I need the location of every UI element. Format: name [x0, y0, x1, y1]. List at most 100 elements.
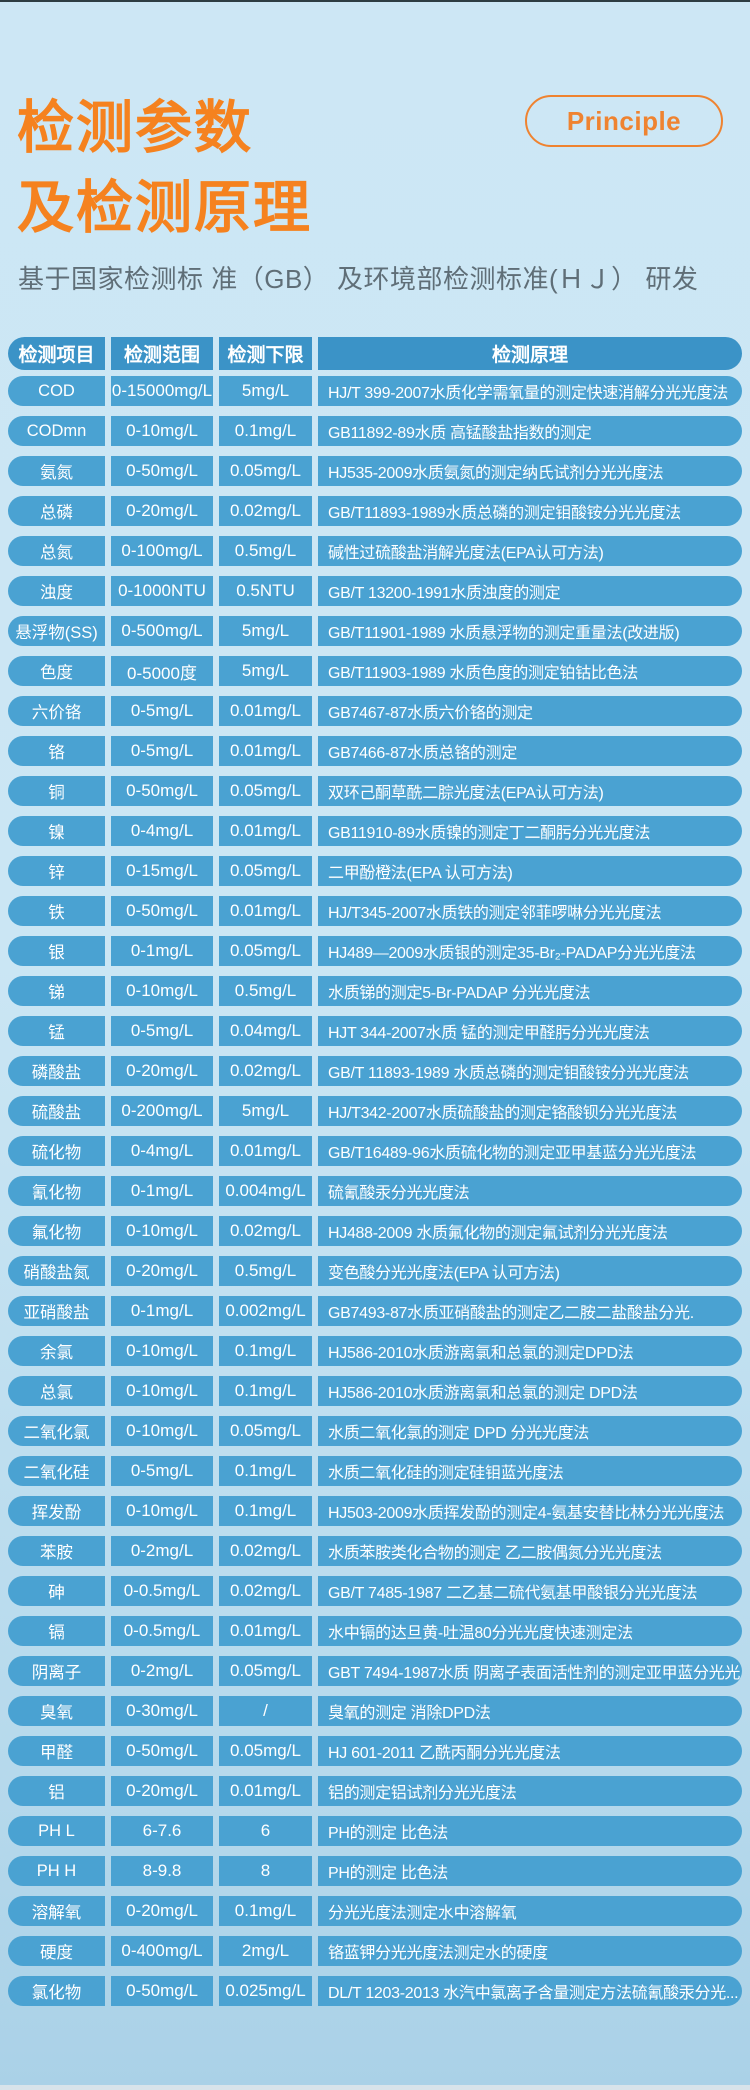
table-row: 锑 0-10mg/L 0.5mg/L 水质锑的测定5-Br-PADAP 分光光度… [8, 976, 742, 1006]
table-row: 氨氮 0-50mg/L 0.05mg/L HJ535-2009水质氨氮的测定纳氏… [8, 456, 742, 486]
table-row: 悬浮物(SS) 0-500mg/L 5mg/L GB/T11901-1989 水… [8, 616, 742, 646]
cell-item: 锌 [8, 856, 105, 886]
cell-item: 硝酸盐氮 [8, 1256, 105, 1286]
cell-range: 0-50mg/L [111, 456, 213, 486]
cell-limit: 8 [219, 1856, 312, 1886]
page-title-line1: 检测参数 [17, 96, 253, 160]
cell-limit: 5mg/L [219, 376, 312, 406]
cell-limit: 0.01mg/L [219, 896, 312, 926]
cell-item: 浊度 [8, 576, 105, 606]
cell-range: 0-5mg/L [111, 696, 213, 726]
cell-principle: HJ489—2009水质银的测定35-Br₂-PADAP分光光度法 [318, 936, 742, 966]
table-row: PH L 6-7.6 6 PH的测定 比色法 [8, 1816, 742, 1846]
cell-principle: HJT 344-2007水质 锰的测定甲醛肟分光光度法 [318, 1016, 742, 1046]
cell-principle: GB/T11903-1989 水质色度的测定铂钴比色法 [318, 656, 742, 686]
page-title: 检测参数 及检测原理 [0, 0, 750, 248]
cell-range: 0-50mg/L [111, 896, 213, 926]
cell-limit: 0.01mg/L [219, 696, 312, 726]
cell-range: 0-1mg/L [111, 936, 213, 966]
cell-principle: 硫氰酸汞分光光度法 [318, 1176, 742, 1206]
table-row: 硬度 0-400mg/L 2mg/L 铬蓝钾分光光度法测定水的硬度 [8, 1936, 742, 1966]
cell-item: 余氯 [8, 1336, 105, 1366]
cell-item: 苯胺 [8, 1536, 105, 1566]
table-row: 亚硝酸盐 0-1mg/L 0.002mg/L GB7493-87水质亚硝酸盐的测… [8, 1296, 742, 1326]
cell-limit: 0.05mg/L [219, 1416, 312, 1446]
cell-item: 铁 [8, 896, 105, 926]
cell-range: 0-4mg/L [111, 816, 213, 846]
cell-range: 0-10mg/L [111, 976, 213, 1006]
cell-range: 0-10mg/L [111, 1376, 213, 1406]
cell-principle: 水质苯胺类化合物的测定 乙二胺偶氮分光光度法 [318, 1536, 742, 1566]
cell-limit: 0.02mg/L [219, 1536, 312, 1566]
cell-principle: 水质锑的测定5-Br-PADAP 分光光度法 [318, 976, 742, 1006]
cell-item: 总氯 [8, 1376, 105, 1406]
cell-limit: 0.01mg/L [219, 736, 312, 766]
cell-item: 砷 [8, 1576, 105, 1606]
cell-range: 6-7.6 [111, 1816, 213, 1846]
cell-item: 锑 [8, 976, 105, 1006]
cell-item: 银 [8, 936, 105, 966]
cell-range: 0-10mg/L [111, 1496, 213, 1526]
cell-item: 镉 [8, 1616, 105, 1646]
column-header-principle: 检测原理 [318, 337, 742, 370]
cell-range: 0-400mg/L [111, 1936, 213, 1966]
cell-range: 0-1mg/L [111, 1176, 213, 1206]
table-row: 溶解氧 0-20mg/L 0.1mg/L 分光光度法测定水中溶解氧 [8, 1896, 742, 1926]
table-row: 硫化物 0-4mg/L 0.01mg/L GB/T16489-96水质硫化物的测… [8, 1136, 742, 1166]
cell-range: 0-10mg/L [111, 1416, 213, 1446]
cell-range: 0-2mg/L [111, 1656, 213, 1686]
cell-range: 0-20mg/L [111, 1256, 213, 1286]
cell-item: 锰 [8, 1016, 105, 1046]
cell-principle: HJ/T342-2007水质硫酸盐的测定铬酸钡分光光度法 [318, 1096, 742, 1126]
cell-range: 0-5000度 [111, 656, 213, 686]
table-row: 苯胺 0-2mg/L 0.02mg/L 水质苯胺类化合物的测定 乙二胺偶氮分光光… [8, 1536, 742, 1566]
cell-limit: 0.1mg/L [219, 1496, 312, 1526]
page-subtitle: 基于国家检测标 准（GB） 及环境部检测标准(ＨＪ） 研发 [18, 264, 699, 294]
column-header-range: 检测范围 [111, 337, 213, 370]
cell-item: CODmn [8, 416, 105, 446]
cell-range: 0-0.5mg/L [111, 1616, 213, 1646]
cell-item: 氰化物 [8, 1176, 105, 1206]
table-row: PH H 8-9.8 8 PH的测定 比色法 [8, 1856, 742, 1886]
cell-limit: 0.5mg/L [219, 536, 312, 566]
cell-principle: GB11910-89水质镍的测定丁二酮肟分光光度法 [318, 816, 742, 846]
table-row: 氟化物 0-10mg/L 0.02mg/L HJ488-2009 水质氟化物的测… [8, 1216, 742, 1246]
parameters-table: 检测项目 检测范围 检测下限 检测原理 COD 0-15000mg/L 5mg/… [8, 337, 742, 2006]
cell-principle: GB11892-89水质 高锰酸盐指数的测定 [318, 416, 742, 446]
cell-principle: 二甲酚橙法(EPA 认可方法) [318, 856, 742, 886]
table-row: 二氧化硅 0-5mg/L 0.1mg/L 水质二氧化硅的测定硅钼蓝光度法 [8, 1456, 742, 1486]
cell-principle: HJ535-2009水质氨氮的测定纳氏试剂分光光度法 [318, 456, 742, 486]
cell-item: 氟化物 [8, 1216, 105, 1246]
cell-limit: 0.5mg/L [219, 976, 312, 1006]
cell-limit: 0.1mg/L [219, 1456, 312, 1486]
cell-item: 色度 [8, 656, 105, 686]
cell-limit: 0.1mg/L [219, 1376, 312, 1406]
cell-principle: HJ/T345-2007水质铁的测定邻菲啰啉分光光度法 [318, 896, 742, 926]
cell-principle: GB/T 7485-1987 二乙基二硫代氨基甲酸银分光光度法 [318, 1576, 742, 1606]
cell-limit: 0.05mg/L [219, 776, 312, 806]
table-row: 砷 0-0.5mg/L 0.02mg/L GB/T 7485-1987 二乙基二… [8, 1576, 742, 1606]
cell-limit: 0.025mg/L [219, 1976, 312, 2006]
table-row: COD 0-15000mg/L 5mg/L HJ/T 399-2007水质化学需… [8, 376, 742, 406]
table-row: 镉 0-0.5mg/L 0.01mg/L 水中镉的达旦黄-吐温80分光光度快速测… [8, 1616, 742, 1646]
table-row: 铜 0-50mg/L 0.05mg/L 双环己酮草酰二腙光度法(EPA认可方法) [8, 776, 742, 806]
cell-limit: 0.02mg/L [219, 496, 312, 526]
cell-principle: HJ503-2009水质挥发酚的测定4-氨基安替比林分光光度法 [318, 1496, 742, 1526]
cell-principle: 碱性过硫酸盐消解光度法(EPA认可方法) [318, 536, 742, 566]
cell-range: 0-0.5mg/L [111, 1576, 213, 1606]
cell-item: 六价铬 [8, 696, 105, 726]
cell-item: 挥发酚 [8, 1496, 105, 1526]
cell-limit: 0.01mg/L [219, 1776, 312, 1806]
table-row: 总氯 0-10mg/L 0.1mg/L HJ586-2010水质游离氯和总氯的测… [8, 1376, 742, 1406]
cell-limit: 5mg/L [219, 616, 312, 646]
cell-range: 0-15000mg/L [111, 376, 213, 406]
cell-range: 0-50mg/L [111, 1976, 213, 2006]
cell-range: 0-30mg/L [111, 1696, 213, 1726]
cell-item: 铬 [8, 736, 105, 766]
cell-range: 0-20mg/L [111, 1776, 213, 1806]
cell-principle: 臭氧的测定 消除DPD法 [318, 1696, 742, 1726]
cell-principle: 水中镉的达旦黄-吐温80分光光度快速测定法 [318, 1616, 742, 1646]
cell-range: 0-10mg/L [111, 1336, 213, 1366]
cell-range: 0-50mg/L [111, 1736, 213, 1766]
cell-principle: PH的测定 比色法 [318, 1856, 742, 1886]
